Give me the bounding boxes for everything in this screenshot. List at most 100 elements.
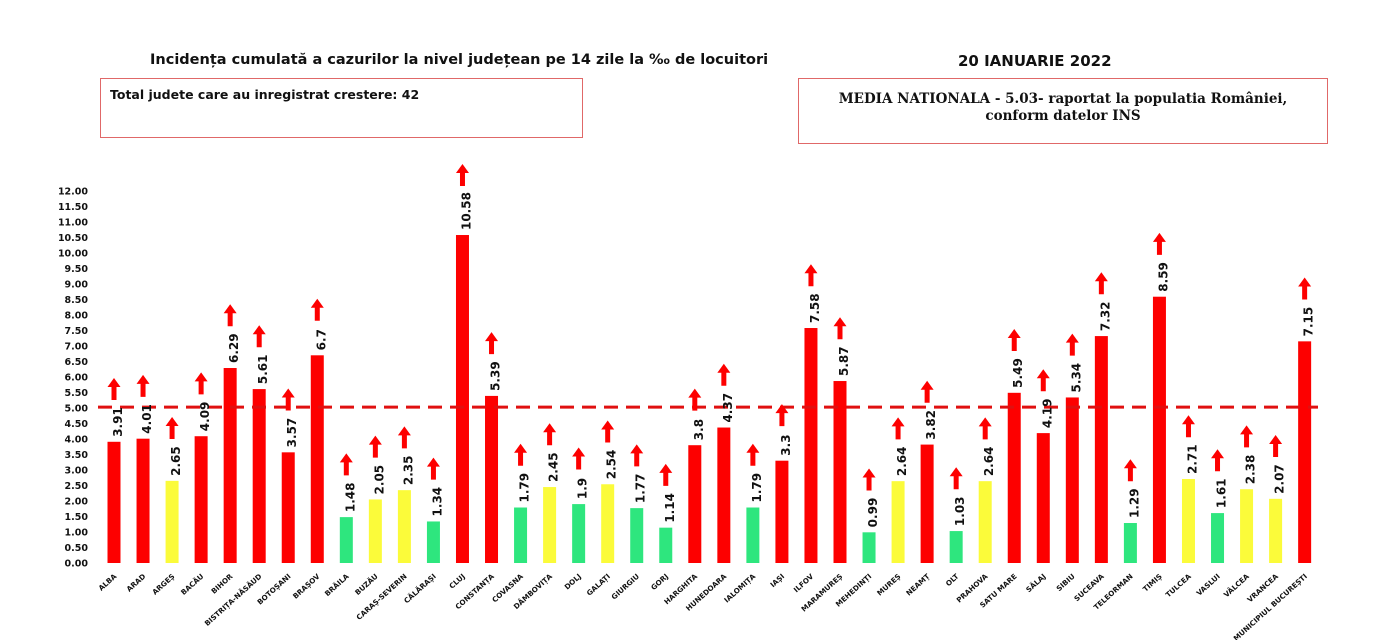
data-label: 10.58 xyxy=(459,192,473,230)
y-tick-label: 6.50 xyxy=(65,357,89,368)
bar xyxy=(862,532,876,563)
data-label: 1.77 xyxy=(634,474,648,504)
data-label: 7.15 xyxy=(1302,307,1316,337)
bar xyxy=(1181,478,1195,563)
up-arrow-icon xyxy=(804,264,818,287)
x-tick-label: CARAȘ-SEVERIN xyxy=(354,572,408,622)
info-box-increase: Total judete care au inregistrat crester… xyxy=(100,78,583,138)
y-tick-label: 10.50 xyxy=(58,233,88,244)
value-labels: 3.91 4.01 2.65 4.09 6.29 5.61 3.57 6.7 1.48 2.05 2… xyxy=(111,192,1316,527)
up-arrow-icon xyxy=(1123,459,1137,482)
up-arrow-icon xyxy=(252,325,266,348)
bar xyxy=(514,507,528,563)
data-label: 1.14 xyxy=(663,493,677,523)
x-tick-label: CLUJ xyxy=(447,572,467,591)
x-tick-label: ARGEȘ xyxy=(150,572,176,597)
bar xyxy=(572,504,586,563)
y-tick-label: 9.50 xyxy=(65,264,89,275)
up-arrow-icon xyxy=(630,444,644,467)
bar-chart: 0.00 0.50 1.00 1.50 2.00 2.50 3.00 3.50 4.00 4.50… xyxy=(58,164,1318,640)
y-tick-label: 3.50 xyxy=(65,450,89,461)
data-label: 2.45 xyxy=(547,452,561,482)
up-arrow-icon xyxy=(223,304,237,327)
up-arrow-icon xyxy=(1211,449,1225,472)
data-label: 3.8 xyxy=(692,419,706,440)
up-arrow-icon xyxy=(397,426,411,449)
up-arrow-icon xyxy=(1240,425,1254,448)
bar xyxy=(833,381,847,563)
up-arrow-icon xyxy=(1065,333,1079,356)
bar xyxy=(310,355,324,563)
y-tick-label: 12.00 xyxy=(58,187,88,198)
x-tick-label: SĂLAJ xyxy=(1024,572,1048,595)
y-tick-label: 11.50 xyxy=(58,202,88,213)
y-tick-label: 3.00 xyxy=(65,466,89,477)
y-tick-label: 1.00 xyxy=(65,528,89,539)
bar xyxy=(1007,392,1021,563)
x-tick-label: IAȘI xyxy=(768,572,786,590)
up-arrow-icon xyxy=(1269,435,1283,458)
bar xyxy=(455,235,469,563)
bar xyxy=(1269,498,1283,563)
bar xyxy=(136,438,150,563)
data-label: 5.49 xyxy=(1011,358,1025,388)
up-arrow-icon xyxy=(688,388,702,411)
x-tick-label: BACĂU xyxy=(179,572,206,597)
bar xyxy=(1152,296,1166,563)
bar xyxy=(891,481,905,563)
data-label: 5.39 xyxy=(489,361,503,391)
arrows xyxy=(107,164,1312,491)
bar xyxy=(630,508,644,563)
bar xyxy=(717,427,731,563)
bar xyxy=(107,441,121,563)
data-label: 2.54 xyxy=(605,450,619,480)
data-label: 5.34 xyxy=(1069,363,1083,393)
data-label: 2.38 xyxy=(1244,455,1258,485)
up-arrow-icon xyxy=(1036,369,1050,392)
x-axis-labels: ALBA ARAD ARGEȘ BACĂU BIHORBISTRIȚA-NĂSĂUDBO… xyxy=(97,571,1310,640)
data-label: 0.99 xyxy=(866,498,880,528)
up-arrow-icon xyxy=(833,317,847,340)
bar xyxy=(920,444,934,563)
x-tick-label: BRĂILA xyxy=(323,572,351,599)
y-tick-label: 2.50 xyxy=(65,481,89,492)
bar xyxy=(485,395,499,563)
x-tick-label: BRAȘOV xyxy=(291,572,322,601)
data-label: 2.65 xyxy=(169,446,183,476)
x-tick-label: ILFOV xyxy=(792,572,816,595)
y-tick-label: 7.00 xyxy=(65,342,89,353)
up-arrow-icon xyxy=(281,388,295,411)
data-label: 3.91 xyxy=(111,407,125,437)
up-arrow-icon xyxy=(194,372,208,395)
bar xyxy=(194,436,208,563)
y-tick-label: 6.00 xyxy=(65,373,89,384)
up-arrow-icon xyxy=(601,420,615,443)
y-tick-label: 9.00 xyxy=(65,280,89,291)
y-tick-label: 0.00 xyxy=(65,559,89,570)
data-label: 5.61 xyxy=(256,354,270,384)
data-label: 2.35 xyxy=(401,456,415,486)
bar xyxy=(804,328,818,563)
bar xyxy=(1036,433,1050,563)
national-average-line2: conform datelor INS xyxy=(985,108,1141,124)
x-tick-label: ALBA xyxy=(97,572,119,593)
bar xyxy=(543,487,557,563)
bar xyxy=(165,480,179,563)
x-tick-label: GIURGIU xyxy=(610,572,642,602)
y-tick-label: 0.50 xyxy=(65,543,89,554)
report-date: 20 IANUARIE 2022 xyxy=(958,52,1112,70)
bar xyxy=(659,527,673,563)
up-arrow-icon xyxy=(339,453,353,476)
up-arrow-icon xyxy=(949,467,963,490)
up-arrow-icon xyxy=(485,332,499,355)
up-arrow-icon xyxy=(1007,329,1021,352)
y-tick-label: 7.50 xyxy=(65,326,89,337)
info-box-national-average: MEDIA NATIONALA - 5.03- raportat la popu… xyxy=(798,78,1328,144)
x-tick-label: NEAMȚ xyxy=(904,572,932,599)
up-arrow-icon xyxy=(775,404,789,427)
up-arrow-icon xyxy=(1152,232,1166,255)
up-arrow-icon xyxy=(455,164,469,187)
bar xyxy=(746,507,760,563)
bar xyxy=(339,517,353,563)
data-label: 7.58 xyxy=(808,293,822,323)
